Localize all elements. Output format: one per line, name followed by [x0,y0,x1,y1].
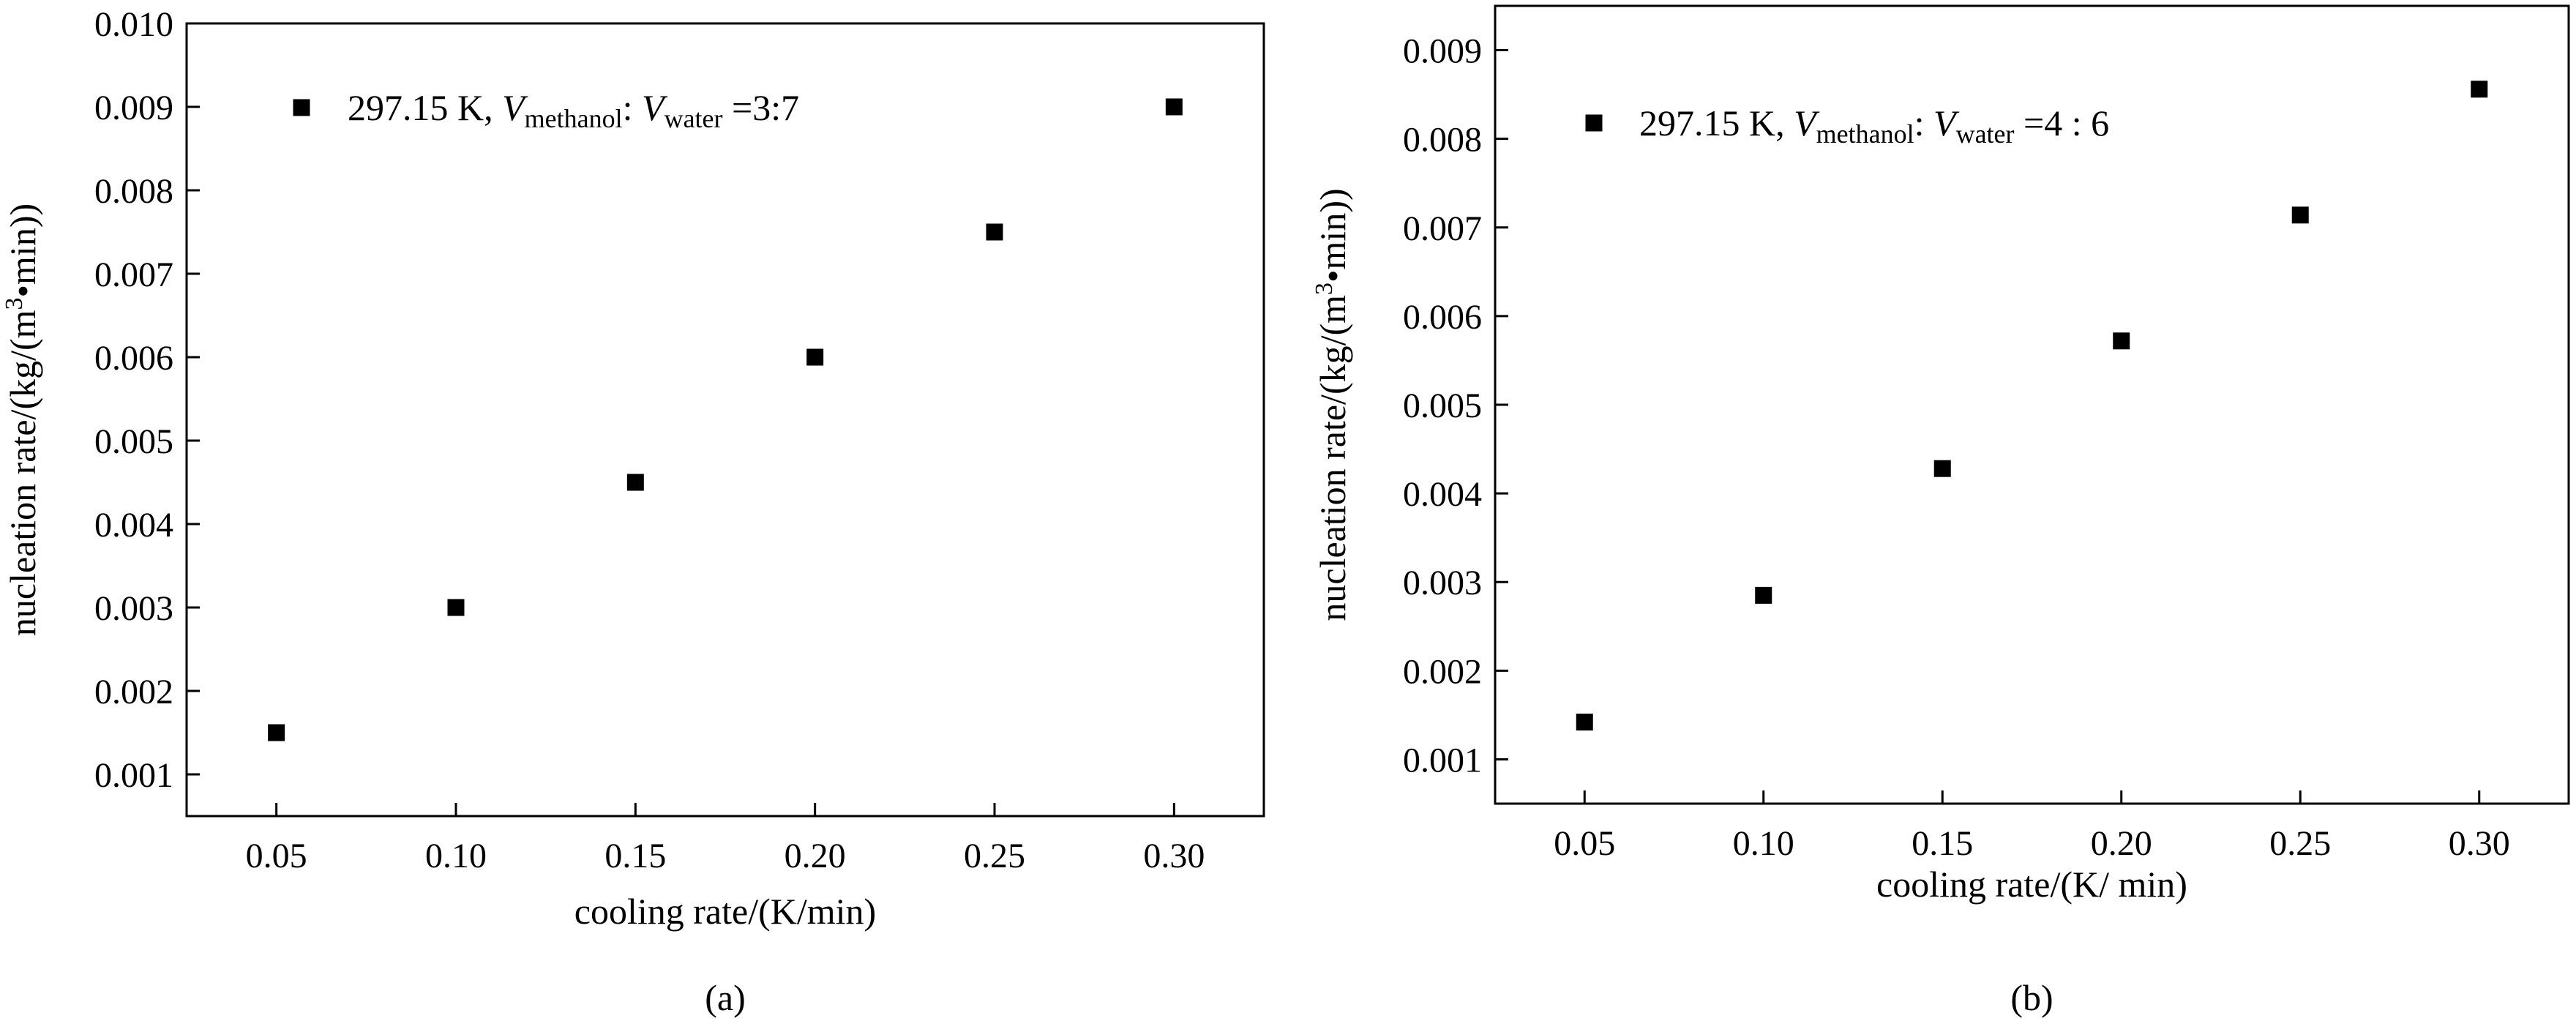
y-tick-label: 0.007 [94,255,173,294]
y-tick-label: 0.008 [1403,121,1482,160]
x-tick-label: 0.05 [246,837,307,875]
y-tick-label: 0.005 [94,422,173,461]
x-tick-label: 0.25 [964,837,1025,875]
x-tick-label: 0.05 [1554,824,1615,863]
legend-ratio: =3:7 [723,87,800,128]
y-tick-label: 0.004 [1403,475,1482,514]
y-axis-label-tail: •min)) [1312,188,1353,283]
legend-ratio: =4 : 6 [2015,102,2110,143]
legend-v1: V [1794,102,1820,143]
legend: 297.15 K, Vmethanol: Vwater =3:7 [293,87,799,133]
y-tick-label: 0.001 [1403,741,1482,779]
legend-v2: V [642,87,668,128]
legend-label: 297.15 K, Vmethanol: Vwater =4 : 6 [1639,102,2109,149]
legend-colon: : [1914,102,1933,143]
data-point [1755,586,1772,604]
x-tick-label: 0.30 [1143,837,1205,875]
data-point [1165,98,1183,116]
x-tick-label: 0.10 [1733,824,1794,863]
data-point [986,223,1003,241]
data-point [2113,332,2130,350]
x-axis-label: cooling rate/(K/ min) [1876,864,2187,905]
data-point [806,348,824,366]
y-tick-label: 0.001 [94,756,173,795]
legend: 297.15 K, Vmethanol: Vwater =4 : 6 [1585,102,2109,149]
data-point [1576,714,1593,731]
x-tick-label: 0.15 [604,837,666,875]
y-tick-label: 0.010 [94,5,173,44]
x-tick-label: 0.30 [2449,824,2510,863]
legend-sub2: water [664,104,723,133]
legend-v1: V [502,87,528,128]
data-point [1933,460,1951,477]
data-point [447,599,465,616]
legend-sub2: water [1956,119,2015,149]
y-tick-label: 0.006 [1403,298,1482,337]
panel-label: (b) [2010,977,2053,1018]
x-axis-label: cooling rate/(K/min) [574,891,876,932]
legend-label: 297.15 K, Vmethanol: Vwater =3:7 [348,87,799,133]
y-tick-label: 0.007 [1403,209,1482,248]
plot-frame [185,22,1265,818]
y-tick-label: 0.008 [94,172,173,211]
legend-colon: : [623,87,642,128]
y-axis-label-sup: 3 [1311,283,1338,295]
data-point [626,474,644,491]
y-tick-label: 0.006 [94,339,173,378]
legend-sub1: methanol [1816,119,1914,149]
legend-marker [1585,114,1603,132]
y-tick-label: 0.009 [1403,32,1482,71]
legend-v2: V [1933,102,1960,143]
legend-sub1: methanol [525,104,623,133]
y-axis-label-sup: 3 [1,297,28,310]
y-axis-label: nucleation rate/(kg/(m3•min)) [1311,188,1353,621]
y-tick-label: 0.005 [1403,386,1482,425]
data-point [2471,81,2488,98]
x-tick-label: 0.10 [425,837,487,875]
x-tick-label: 0.15 [1912,824,1973,863]
y-tick-label: 0.004 [94,506,173,545]
x-tick-label: 0.25 [2269,824,2331,863]
x-tick-label: 0.20 [2091,824,2152,863]
y-tick-label: 0.003 [94,589,173,628]
y-axis-label-main: nucleation rate/(kg/(m [2,310,43,636]
y-axis-label-main: nucleation rate/(kg/(m [1312,295,1353,621]
y-tick-label: 0.009 [94,89,173,127]
legend-prefix: 297.15 K, [1639,102,1794,143]
y-axis-label-tail: •min)) [2,203,43,298]
legend-prefix: 297.15 K, [348,87,502,128]
panel-a: 0.05 0.10 0.15 0.20 0.25 0.30 0.001 0.002 0.003 0… [1,5,1265,1018]
panel-b: 0.05 0.10 0.15 0.20 0.25 0.30 0.001 0.002 0.003 0… [1311,4,2570,1018]
data-point [2291,206,2309,224]
x-tick-label: 0.20 [785,837,846,875]
y-axis-label: nucleation rate/(kg/(m3•min)) [1,203,43,636]
panel-label: (a) [705,977,746,1018]
y-tick-label: 0.002 [94,673,173,711]
y-tick-label: 0.002 [1403,652,1482,691]
legend-marker [293,99,310,116]
y-tick-label: 0.003 [1403,564,1482,602]
data-point [268,724,285,741]
